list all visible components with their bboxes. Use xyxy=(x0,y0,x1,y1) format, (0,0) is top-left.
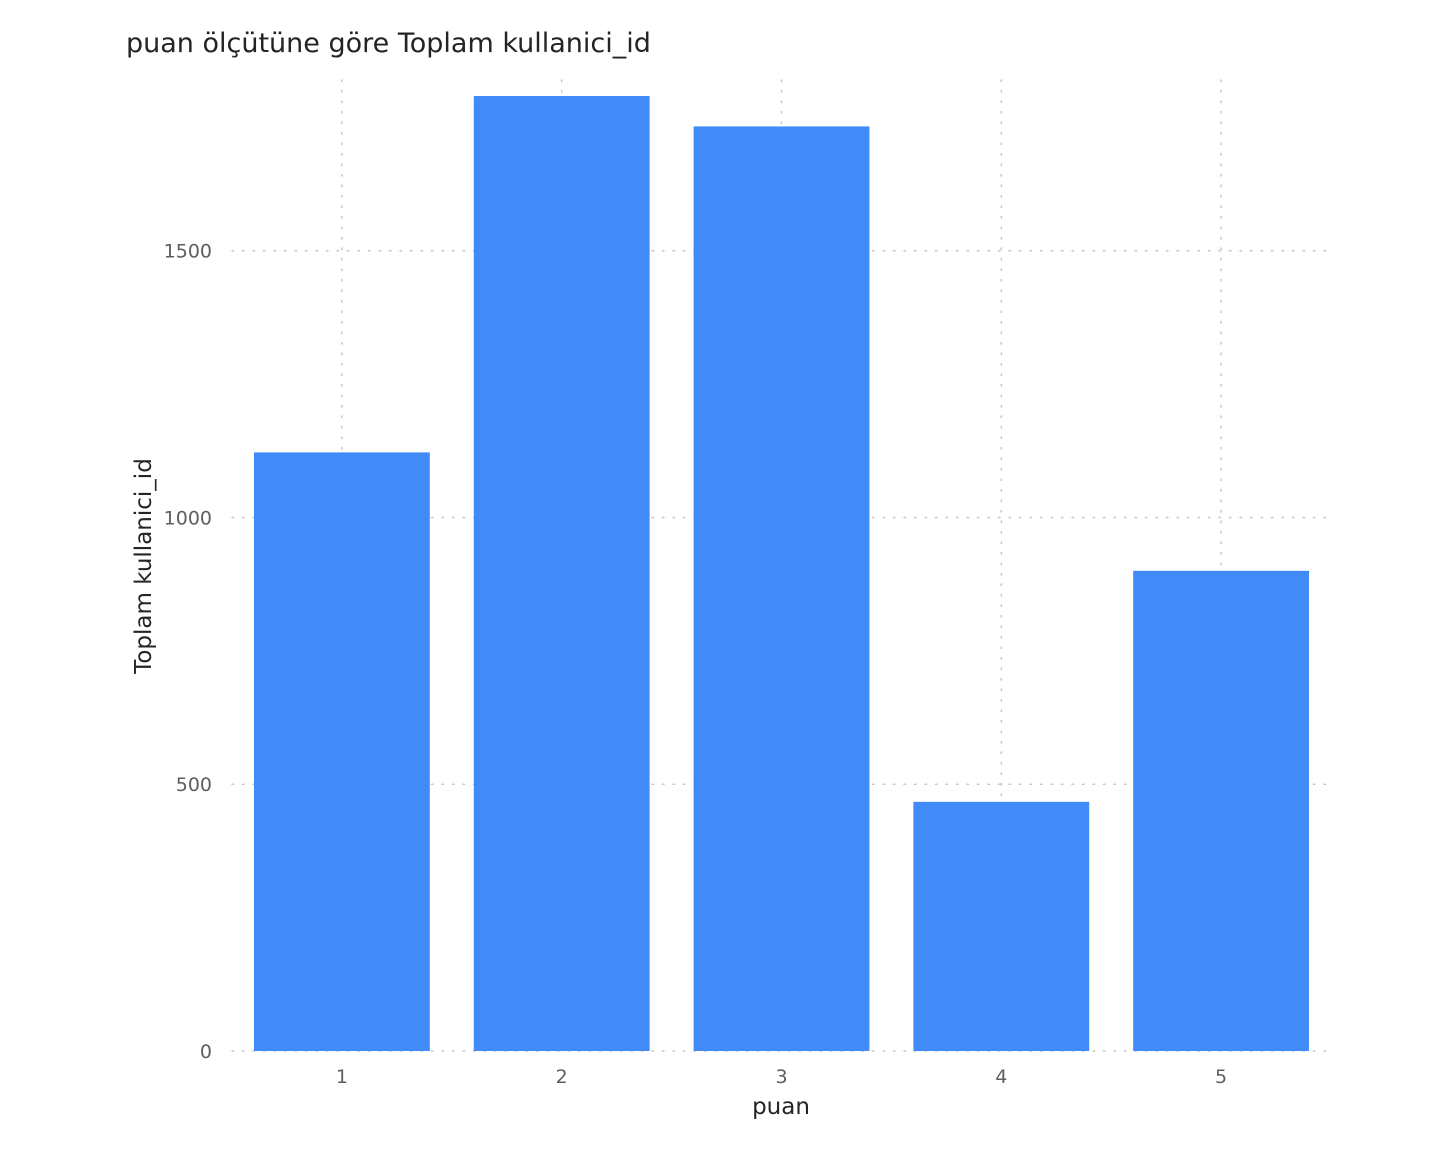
x-tick-label-2: 3 xyxy=(775,1066,787,1088)
y-tick-labels: 0 500 1000 1500 xyxy=(164,241,212,1063)
bar-2 xyxy=(473,96,650,1051)
y-tick-label-3: 1500 xyxy=(164,241,212,263)
bar-1 xyxy=(253,452,430,1051)
y-tick-label-0: 0 xyxy=(200,1041,212,1063)
y-tick-label-2: 1000 xyxy=(164,507,212,529)
bar-5 xyxy=(1133,570,1310,1051)
x-tick-labels: 1 2 3 4 5 xyxy=(336,1066,1227,1088)
y-axis-title: Toplam kullanici_id xyxy=(131,458,157,675)
bar-4 xyxy=(913,801,1090,1051)
x-tick-label-1: 2 xyxy=(556,1066,568,1088)
y-tick-label-1: 500 xyxy=(176,774,212,796)
x-axis-title: puan xyxy=(752,1094,810,1120)
bar-3 xyxy=(693,126,870,1051)
x-tick-label-3: 4 xyxy=(995,1066,1007,1088)
x-tick-label-0: 1 xyxy=(336,1066,348,1088)
x-tick-label-4: 5 xyxy=(1215,1066,1227,1088)
chart-title: puan ölçütüne göre Toplam kullanici_id xyxy=(126,28,651,59)
bar-series xyxy=(253,96,1310,1051)
